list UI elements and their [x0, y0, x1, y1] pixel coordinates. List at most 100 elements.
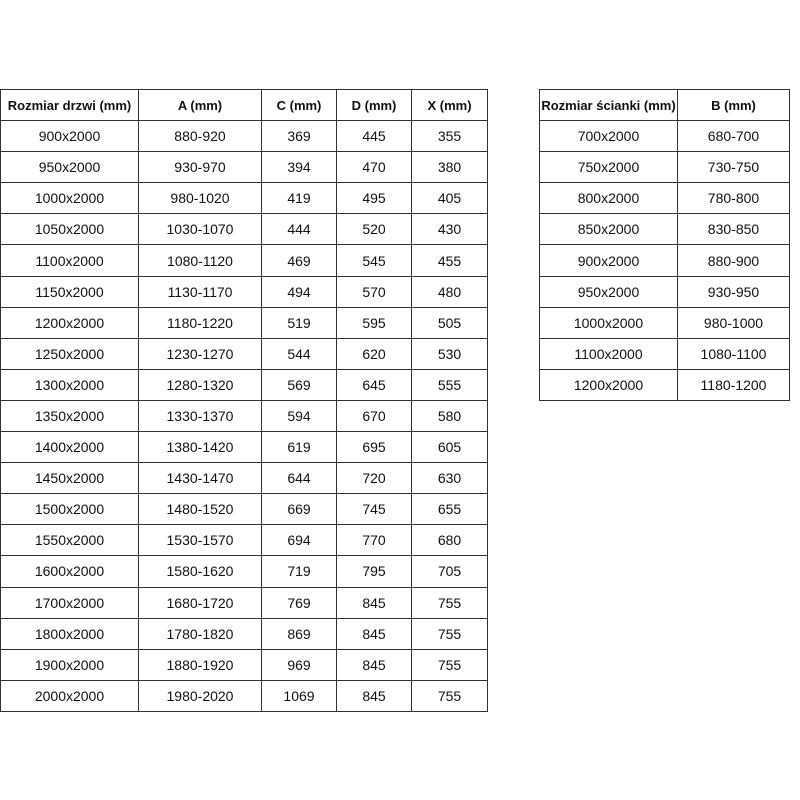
- table-cell: 780-800: [677, 182, 790, 215]
- table-cell: 900x2000: [539, 244, 678, 277]
- table-cell: 1400x2000: [0, 431, 139, 464]
- table-cell: 755: [411, 617, 488, 650]
- table-cell: 1900x2000: [0, 648, 139, 681]
- table-cell: 1280-1320: [138, 368, 262, 401]
- table-cell: 730-750: [677, 151, 790, 184]
- table-row: 1150x2000 1130-1170 494 570 480: [0, 275, 488, 308]
- table-cell: 570: [336, 275, 412, 308]
- table-cell: 880-900: [677, 244, 790, 277]
- table-cell: 1250x2000: [0, 337, 139, 370]
- table-row: 1700x2000 1680-1720 769 845 755: [0, 586, 488, 619]
- header-row: Rozmiar ścianki (mm) B (mm): [539, 88, 790, 122]
- table-cell: 619: [261, 431, 337, 464]
- table-cell: 580: [411, 399, 488, 433]
- table-row: 1100x2000 1080-1100: [539, 337, 790, 370]
- table-row: 1450x2000 1430-1470 644 720 630: [0, 462, 488, 495]
- table-cell: 1800x2000: [0, 617, 139, 650]
- table-cell: 694: [261, 524, 337, 557]
- table-cell: 605: [411, 431, 488, 464]
- column-header: A (mm): [138, 88, 262, 122]
- table-cell: 1550x2000: [0, 524, 139, 557]
- table-row: 900x2000 880-900: [539, 244, 790, 277]
- table-cell: 1230-1270: [138, 337, 262, 370]
- table-cell: 880-920: [138, 120, 262, 153]
- table-cell: 755: [411, 648, 488, 681]
- table-cell: 930-970: [138, 151, 262, 184]
- table-cell: 720: [336, 462, 412, 495]
- table-row: 1250x2000 1230-1270 544 620 530: [0, 337, 488, 370]
- table-cell: 1180-1200: [677, 368, 790, 401]
- table-cell: 630: [411, 462, 488, 495]
- table-row: 1050x2000 1030-1070 444 520 430: [0, 213, 488, 246]
- table-cell: 1580-1620: [138, 555, 262, 588]
- table-cell: 470: [336, 151, 412, 184]
- table-cell: 1530-1570: [138, 524, 262, 557]
- table-cell: 755: [411, 586, 488, 619]
- column-header: C (mm): [261, 88, 337, 122]
- table-cell: 1069: [261, 679, 337, 712]
- column-header: Rozmiar ścianki (mm): [539, 88, 678, 122]
- table-cell: 930-950: [677, 275, 790, 308]
- table-cell: 645: [336, 368, 412, 401]
- table-row: 850x2000 830-850: [539, 213, 790, 246]
- table-cell: 669: [261, 493, 337, 526]
- table-cell: 1100x2000: [0, 244, 139, 277]
- table-cell: 445: [336, 120, 412, 153]
- table-cell: 830-850: [677, 213, 790, 246]
- table-row: 800x2000 780-800: [539, 182, 790, 215]
- table-cell: 1680-1720: [138, 586, 262, 619]
- table-cell: 495: [336, 182, 412, 215]
- table-cell: 1980-2020: [138, 679, 262, 712]
- table-row: 1500x2000 1480-1520 669 745 655: [0, 493, 488, 526]
- table-cell: 594: [261, 399, 337, 433]
- table-cell: 695: [336, 431, 412, 464]
- table-cell: 520: [336, 213, 412, 246]
- table-cell: 745: [336, 493, 412, 526]
- table-cell: 405: [411, 182, 488, 215]
- table-cell: 394: [261, 151, 337, 184]
- table-row: 1600x2000 1580-1620 719 795 705: [0, 555, 488, 588]
- column-header: D (mm): [336, 88, 412, 122]
- table-cell: 644: [261, 462, 337, 495]
- table-cell: 1100x2000: [539, 337, 678, 370]
- table-cell: 1000x2000: [539, 306, 678, 339]
- table-cell: 1080-1120: [138, 244, 262, 277]
- table-cell: 1380-1420: [138, 431, 262, 464]
- table-row: 700x2000 680-700: [539, 120, 790, 153]
- door-size-table: Rozmiar drzwi (mm) A (mm) C (mm) D (mm) X (m…: [0, 88, 488, 712]
- table-cell: 2000x2000: [0, 679, 139, 712]
- table-cell: 750x2000: [539, 151, 678, 184]
- table-row: 1200x2000 1180-1200: [539, 368, 790, 401]
- table-cell: 1700x2000: [0, 586, 139, 619]
- header-row: Rozmiar drzwi (mm) A (mm) C (mm) D (mm) X (m…: [0, 88, 488, 122]
- table-cell: 1880-1920: [138, 648, 262, 681]
- table-cell: 444: [261, 213, 337, 246]
- table-cell: 480: [411, 275, 488, 308]
- table-cell: 969: [261, 648, 337, 681]
- table-cell: 1430-1470: [138, 462, 262, 495]
- table-cell: 1000x2000: [0, 182, 139, 215]
- table-cell: 719: [261, 555, 337, 588]
- table-cell: 1350x2000: [0, 399, 139, 433]
- table-cell: 555: [411, 368, 488, 401]
- table-row: 1100x2000 1080-1120 469 545 455: [0, 244, 488, 277]
- table-row: 1000x2000 980-1020 419 495 405: [0, 182, 488, 215]
- table-cell: 1200x2000: [0, 306, 139, 339]
- table-cell: 505: [411, 306, 488, 339]
- table-cell: 950x2000: [539, 275, 678, 308]
- table-cell: 845: [336, 617, 412, 650]
- table-cell: 900x2000: [0, 120, 139, 153]
- table-cell: 1500x2000: [0, 493, 139, 526]
- table-cell: 494: [261, 275, 337, 308]
- table-cell: 795: [336, 555, 412, 588]
- table-cell: 1200x2000: [539, 368, 678, 401]
- table-cell: 845: [336, 586, 412, 619]
- table-cell: 430: [411, 213, 488, 246]
- table-row: 1200x2000 1180-1220 519 595 505: [0, 306, 488, 339]
- table-cell: 620: [336, 337, 412, 370]
- table-cell: 455: [411, 244, 488, 277]
- table-cell: 980-1000: [677, 306, 790, 339]
- table-row: 1350x2000 1330-1370 594 670 580: [0, 399, 488, 433]
- table-cell: 569: [261, 368, 337, 401]
- table-row: 1900x2000 1880-1920 969 845 755: [0, 648, 488, 681]
